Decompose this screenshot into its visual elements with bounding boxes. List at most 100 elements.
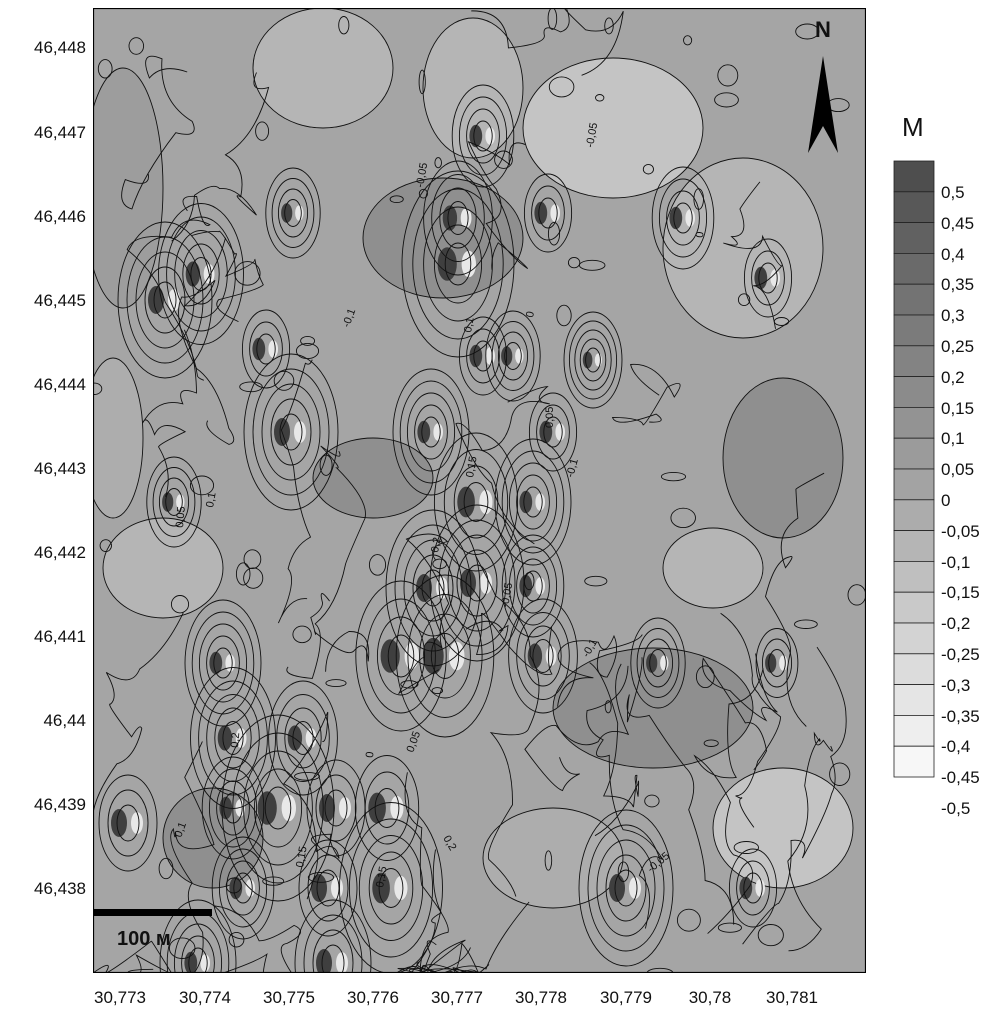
x-tick-label: 30,776 bbox=[347, 988, 399, 1007]
scale-bar bbox=[93, 909, 212, 916]
anomaly-high bbox=[485, 347, 496, 365]
contour-ring bbox=[307, 854, 349, 922]
contour-ring bbox=[165, 488, 183, 516]
anomaly-low bbox=[185, 261, 201, 287]
contour-patch bbox=[93, 67, 164, 309]
anomaly-low bbox=[380, 639, 400, 673]
anomaly-high bbox=[479, 489, 493, 515]
anomaly-high bbox=[336, 952, 348, 973]
contour-closed bbox=[389, 195, 404, 204]
y-tick-label: 46,44 bbox=[43, 711, 86, 730]
contour-closed bbox=[695, 665, 715, 689]
contour-labels: -0,05-0,1 00,050,10,150,2-0,05-0,100,050,… bbox=[173, 122, 707, 889]
x-tick-label: 30,775 bbox=[263, 988, 315, 1007]
contour-value-label: 0,1 bbox=[462, 316, 476, 333]
contour-value-label: 0,2 bbox=[429, 536, 443, 553]
contour-line bbox=[702, 653, 778, 771]
x-tick-label: 30,778 bbox=[515, 988, 567, 1007]
anomaly-low bbox=[669, 206, 683, 230]
contour-ring bbox=[324, 789, 348, 827]
legend-level-label: -0,5 bbox=[941, 799, 971, 818]
contour-ring bbox=[166, 216, 236, 332]
legend-level-label: -0,4 bbox=[941, 737, 971, 756]
contour-ring bbox=[587, 824, 665, 952]
anomaly-high bbox=[629, 877, 641, 899]
contour-ring bbox=[596, 839, 656, 937]
y-tick-label: 46,444 bbox=[34, 375, 86, 394]
contour-closed bbox=[432, 558, 448, 570]
x-tick-label: 30,779 bbox=[600, 988, 652, 1007]
contour-line bbox=[471, 8, 624, 76]
contour-ring bbox=[135, 251, 195, 349]
north-arrow-icon bbox=[808, 56, 838, 153]
contour-ring bbox=[270, 398, 312, 466]
contour-value-label: 0,15 bbox=[374, 865, 390, 888]
contour-closed bbox=[604, 700, 612, 714]
contour-value-label: 0 bbox=[694, 231, 706, 238]
contour-closed bbox=[548, 76, 575, 98]
x-tick-label: 30,777 bbox=[431, 988, 483, 1007]
contour-ring bbox=[201, 756, 265, 860]
contour-ring bbox=[316, 869, 340, 907]
contour-ring bbox=[392, 368, 470, 496]
contour-value-label: 0 bbox=[524, 310, 537, 318]
anomaly-low bbox=[469, 124, 483, 148]
contour-ring bbox=[636, 628, 680, 698]
contour-ring bbox=[315, 774, 357, 842]
anomaly-low bbox=[416, 574, 432, 602]
legend-swatch bbox=[893, 499, 935, 531]
anomaly-low bbox=[311, 874, 327, 902]
anomaly-high bbox=[390, 795, 404, 821]
contour-map: -0,05-0,1 00,050,10,150,2-0,05-0,100,050,… bbox=[93, 8, 866, 973]
contour-line bbox=[404, 772, 461, 973]
contour-line bbox=[397, 533, 450, 695]
contour-line bbox=[178, 237, 235, 445]
contour-ring bbox=[658, 178, 708, 258]
contour-patch bbox=[522, 57, 704, 199]
contour-ring bbox=[524, 625, 562, 687]
legend-swatch bbox=[893, 160, 935, 193]
contour-value-label: 0 bbox=[364, 751, 376, 758]
legend-level-label: -0,35 bbox=[941, 707, 980, 726]
contour-line bbox=[121, 55, 195, 210]
color-legend bbox=[893, 160, 935, 778]
contour-patch bbox=[712, 767, 854, 889]
contour-ring bbox=[531, 185, 565, 241]
contour-closed bbox=[795, 23, 820, 40]
anomaly-low bbox=[442, 205, 458, 231]
contour-ring bbox=[116, 804, 140, 842]
legend-level-label: 0,4 bbox=[941, 245, 965, 264]
legend-level-label: -0,15 bbox=[941, 583, 980, 602]
contour-ring bbox=[279, 413, 303, 451]
legend-level-label: 0,25 bbox=[941, 337, 975, 356]
contour-closed bbox=[567, 256, 581, 269]
contour-ring bbox=[298, 839, 358, 937]
contour-closed bbox=[544, 850, 553, 871]
contour-ring bbox=[181, 935, 215, 973]
contour-ring bbox=[355, 580, 447, 732]
contour-ring bbox=[605, 854, 647, 922]
contour-closed bbox=[494, 150, 513, 169]
contour-line bbox=[611, 364, 681, 426]
legend-level-label: 0,5 bbox=[941, 183, 965, 202]
contour-ring bbox=[439, 187, 477, 249]
anomaly-low bbox=[754, 266, 768, 290]
contour-ring bbox=[312, 929, 354, 973]
contour-ring bbox=[666, 190, 700, 246]
anomaly-high bbox=[200, 954, 210, 972]
contour-ring bbox=[508, 598, 578, 714]
north-label: N bbox=[815, 17, 831, 42]
anomaly-low bbox=[372, 872, 390, 904]
contour-ring bbox=[485, 310, 541, 402]
contour-ring bbox=[261, 383, 321, 481]
contour-patch bbox=[552, 647, 754, 769]
anomaly-low bbox=[519, 490, 533, 514]
contour-ring bbox=[651, 166, 715, 270]
contour-closed bbox=[604, 17, 614, 35]
contour-line bbox=[397, 940, 471, 973]
contour-value-label: 0,1 bbox=[204, 491, 218, 508]
contour-ring bbox=[191, 611, 255, 715]
contour-closed bbox=[158, 857, 174, 880]
anomaly-high bbox=[461, 250, 476, 278]
contour-ring bbox=[144, 266, 186, 334]
